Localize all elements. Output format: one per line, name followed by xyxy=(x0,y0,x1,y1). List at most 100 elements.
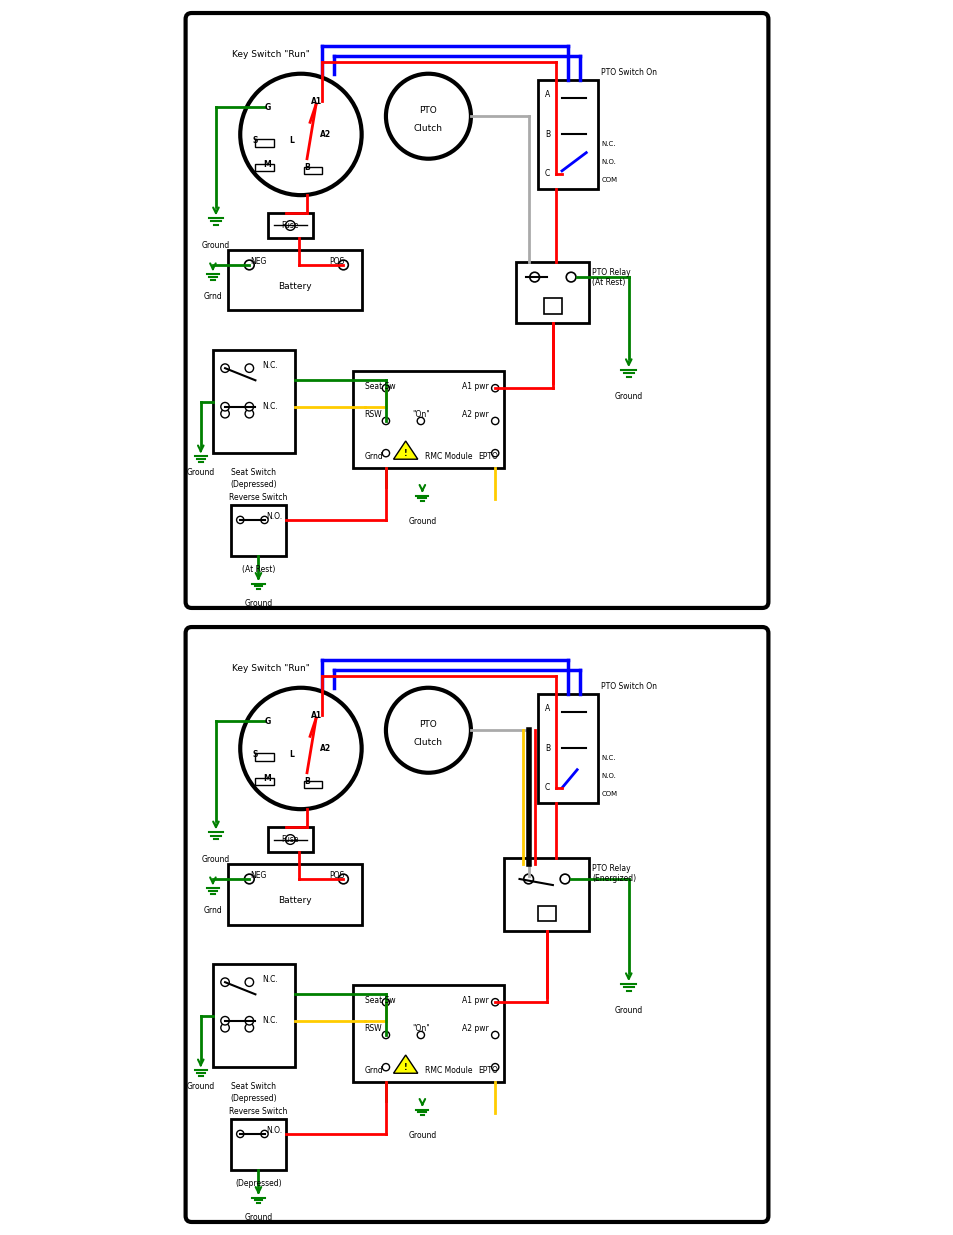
Circle shape xyxy=(523,874,533,884)
Polygon shape xyxy=(394,1055,417,1073)
Bar xyxy=(504,858,589,931)
Circle shape xyxy=(245,410,253,417)
Text: (Depressed): (Depressed) xyxy=(231,480,277,489)
Text: A: A xyxy=(544,90,550,100)
Text: PTO Switch On: PTO Switch On xyxy=(600,682,657,690)
Text: N.O.: N.O. xyxy=(267,513,282,521)
Bar xyxy=(537,906,556,921)
Text: Ground: Ground xyxy=(244,599,273,608)
Text: Key Switch "Run": Key Switch "Run" xyxy=(232,663,309,673)
Circle shape xyxy=(382,1063,389,1071)
Bar xyxy=(231,1119,286,1171)
Text: A: A xyxy=(544,704,550,714)
Text: (Depressed): (Depressed) xyxy=(234,1179,281,1188)
Text: Grnd: Grnd xyxy=(364,452,383,461)
Bar xyxy=(231,505,286,556)
Circle shape xyxy=(220,1016,229,1025)
Text: EPTO: EPTO xyxy=(477,1066,497,1074)
Text: Battery: Battery xyxy=(277,895,312,905)
Bar xyxy=(304,781,322,788)
Text: PTO Relay
(At Rest): PTO Relay (At Rest) xyxy=(592,268,630,288)
Text: A2: A2 xyxy=(319,130,331,138)
Circle shape xyxy=(382,450,389,457)
Text: N.C.: N.C. xyxy=(262,403,277,411)
Text: S: S xyxy=(253,750,258,760)
Bar xyxy=(537,80,598,189)
Circle shape xyxy=(236,516,244,524)
Text: POS: POS xyxy=(330,872,345,881)
Text: C: C xyxy=(544,169,550,178)
Text: Ground: Ground xyxy=(614,1007,642,1015)
Text: Ground: Ground xyxy=(614,393,642,401)
Text: RSW: RSW xyxy=(364,410,382,420)
Text: N.O.: N.O. xyxy=(600,159,616,164)
Text: L: L xyxy=(289,750,294,760)
Text: NEG: NEG xyxy=(250,257,266,267)
Text: POS: POS xyxy=(330,257,345,267)
Text: A1 pwr: A1 pwr xyxy=(462,995,489,1005)
FancyBboxPatch shape xyxy=(186,14,767,608)
Text: Grnd: Grnd xyxy=(203,906,222,915)
Circle shape xyxy=(559,874,569,884)
Circle shape xyxy=(220,978,229,987)
Text: N.C.: N.C. xyxy=(262,974,277,983)
Text: B: B xyxy=(304,777,310,787)
Bar xyxy=(543,299,561,314)
Bar xyxy=(267,214,313,237)
Bar xyxy=(304,167,322,174)
Circle shape xyxy=(220,403,229,411)
Text: Ground: Ground xyxy=(202,855,230,863)
Text: PTO: PTO xyxy=(419,106,436,115)
Circle shape xyxy=(491,999,498,1005)
Text: M: M xyxy=(263,774,272,783)
Text: "On": "On" xyxy=(412,1024,429,1034)
Text: EPTO: EPTO xyxy=(477,452,497,461)
Text: N.C.: N.C. xyxy=(600,755,616,761)
Circle shape xyxy=(245,1024,253,1032)
Text: RSW: RSW xyxy=(364,1024,382,1034)
Text: N.C.: N.C. xyxy=(262,1016,277,1025)
Text: !: ! xyxy=(403,448,407,458)
Circle shape xyxy=(491,1063,498,1071)
Text: Grnd: Grnd xyxy=(203,293,222,301)
Text: M: M xyxy=(263,161,272,169)
Bar xyxy=(228,863,361,925)
Text: "On": "On" xyxy=(412,410,429,420)
Bar xyxy=(213,350,294,453)
Bar xyxy=(267,827,313,852)
Circle shape xyxy=(491,1031,498,1039)
Circle shape xyxy=(491,384,498,391)
Text: RMC Module: RMC Module xyxy=(425,452,473,461)
Text: Key Switch "Run": Key Switch "Run" xyxy=(232,49,309,58)
Bar xyxy=(255,778,274,785)
Text: C: C xyxy=(544,783,550,793)
Text: Ground: Ground xyxy=(244,1213,273,1221)
Text: Ground: Ground xyxy=(408,517,436,526)
Text: Seat Sw: Seat Sw xyxy=(364,382,395,390)
Circle shape xyxy=(260,1130,268,1137)
Text: N.C.: N.C. xyxy=(262,361,277,369)
Circle shape xyxy=(491,417,498,425)
Bar xyxy=(228,249,361,310)
Text: S: S xyxy=(253,136,258,144)
Circle shape xyxy=(245,978,253,987)
Text: Reverse Switch: Reverse Switch xyxy=(229,493,288,501)
Circle shape xyxy=(382,417,389,425)
Circle shape xyxy=(245,1016,253,1025)
Text: A1 pwr: A1 pwr xyxy=(462,382,489,390)
Text: NEG: NEG xyxy=(250,872,266,881)
Text: Ground: Ground xyxy=(408,1131,436,1140)
Text: COM: COM xyxy=(600,792,617,797)
Circle shape xyxy=(338,261,348,269)
Text: Battery: Battery xyxy=(277,282,312,290)
Text: Ground: Ground xyxy=(202,241,230,249)
Text: N.O.: N.O. xyxy=(600,773,616,779)
Text: PTO Relay
(Energized): PTO Relay (Energized) xyxy=(592,863,636,883)
Text: Seat Switch: Seat Switch xyxy=(232,468,276,478)
Text: (Depressed): (Depressed) xyxy=(231,1094,277,1104)
Text: A2 pwr: A2 pwr xyxy=(462,1024,489,1034)
Text: !: ! xyxy=(403,1062,407,1072)
Text: Fuse: Fuse xyxy=(281,221,298,230)
FancyBboxPatch shape xyxy=(186,627,767,1221)
Text: G: G xyxy=(264,716,271,726)
